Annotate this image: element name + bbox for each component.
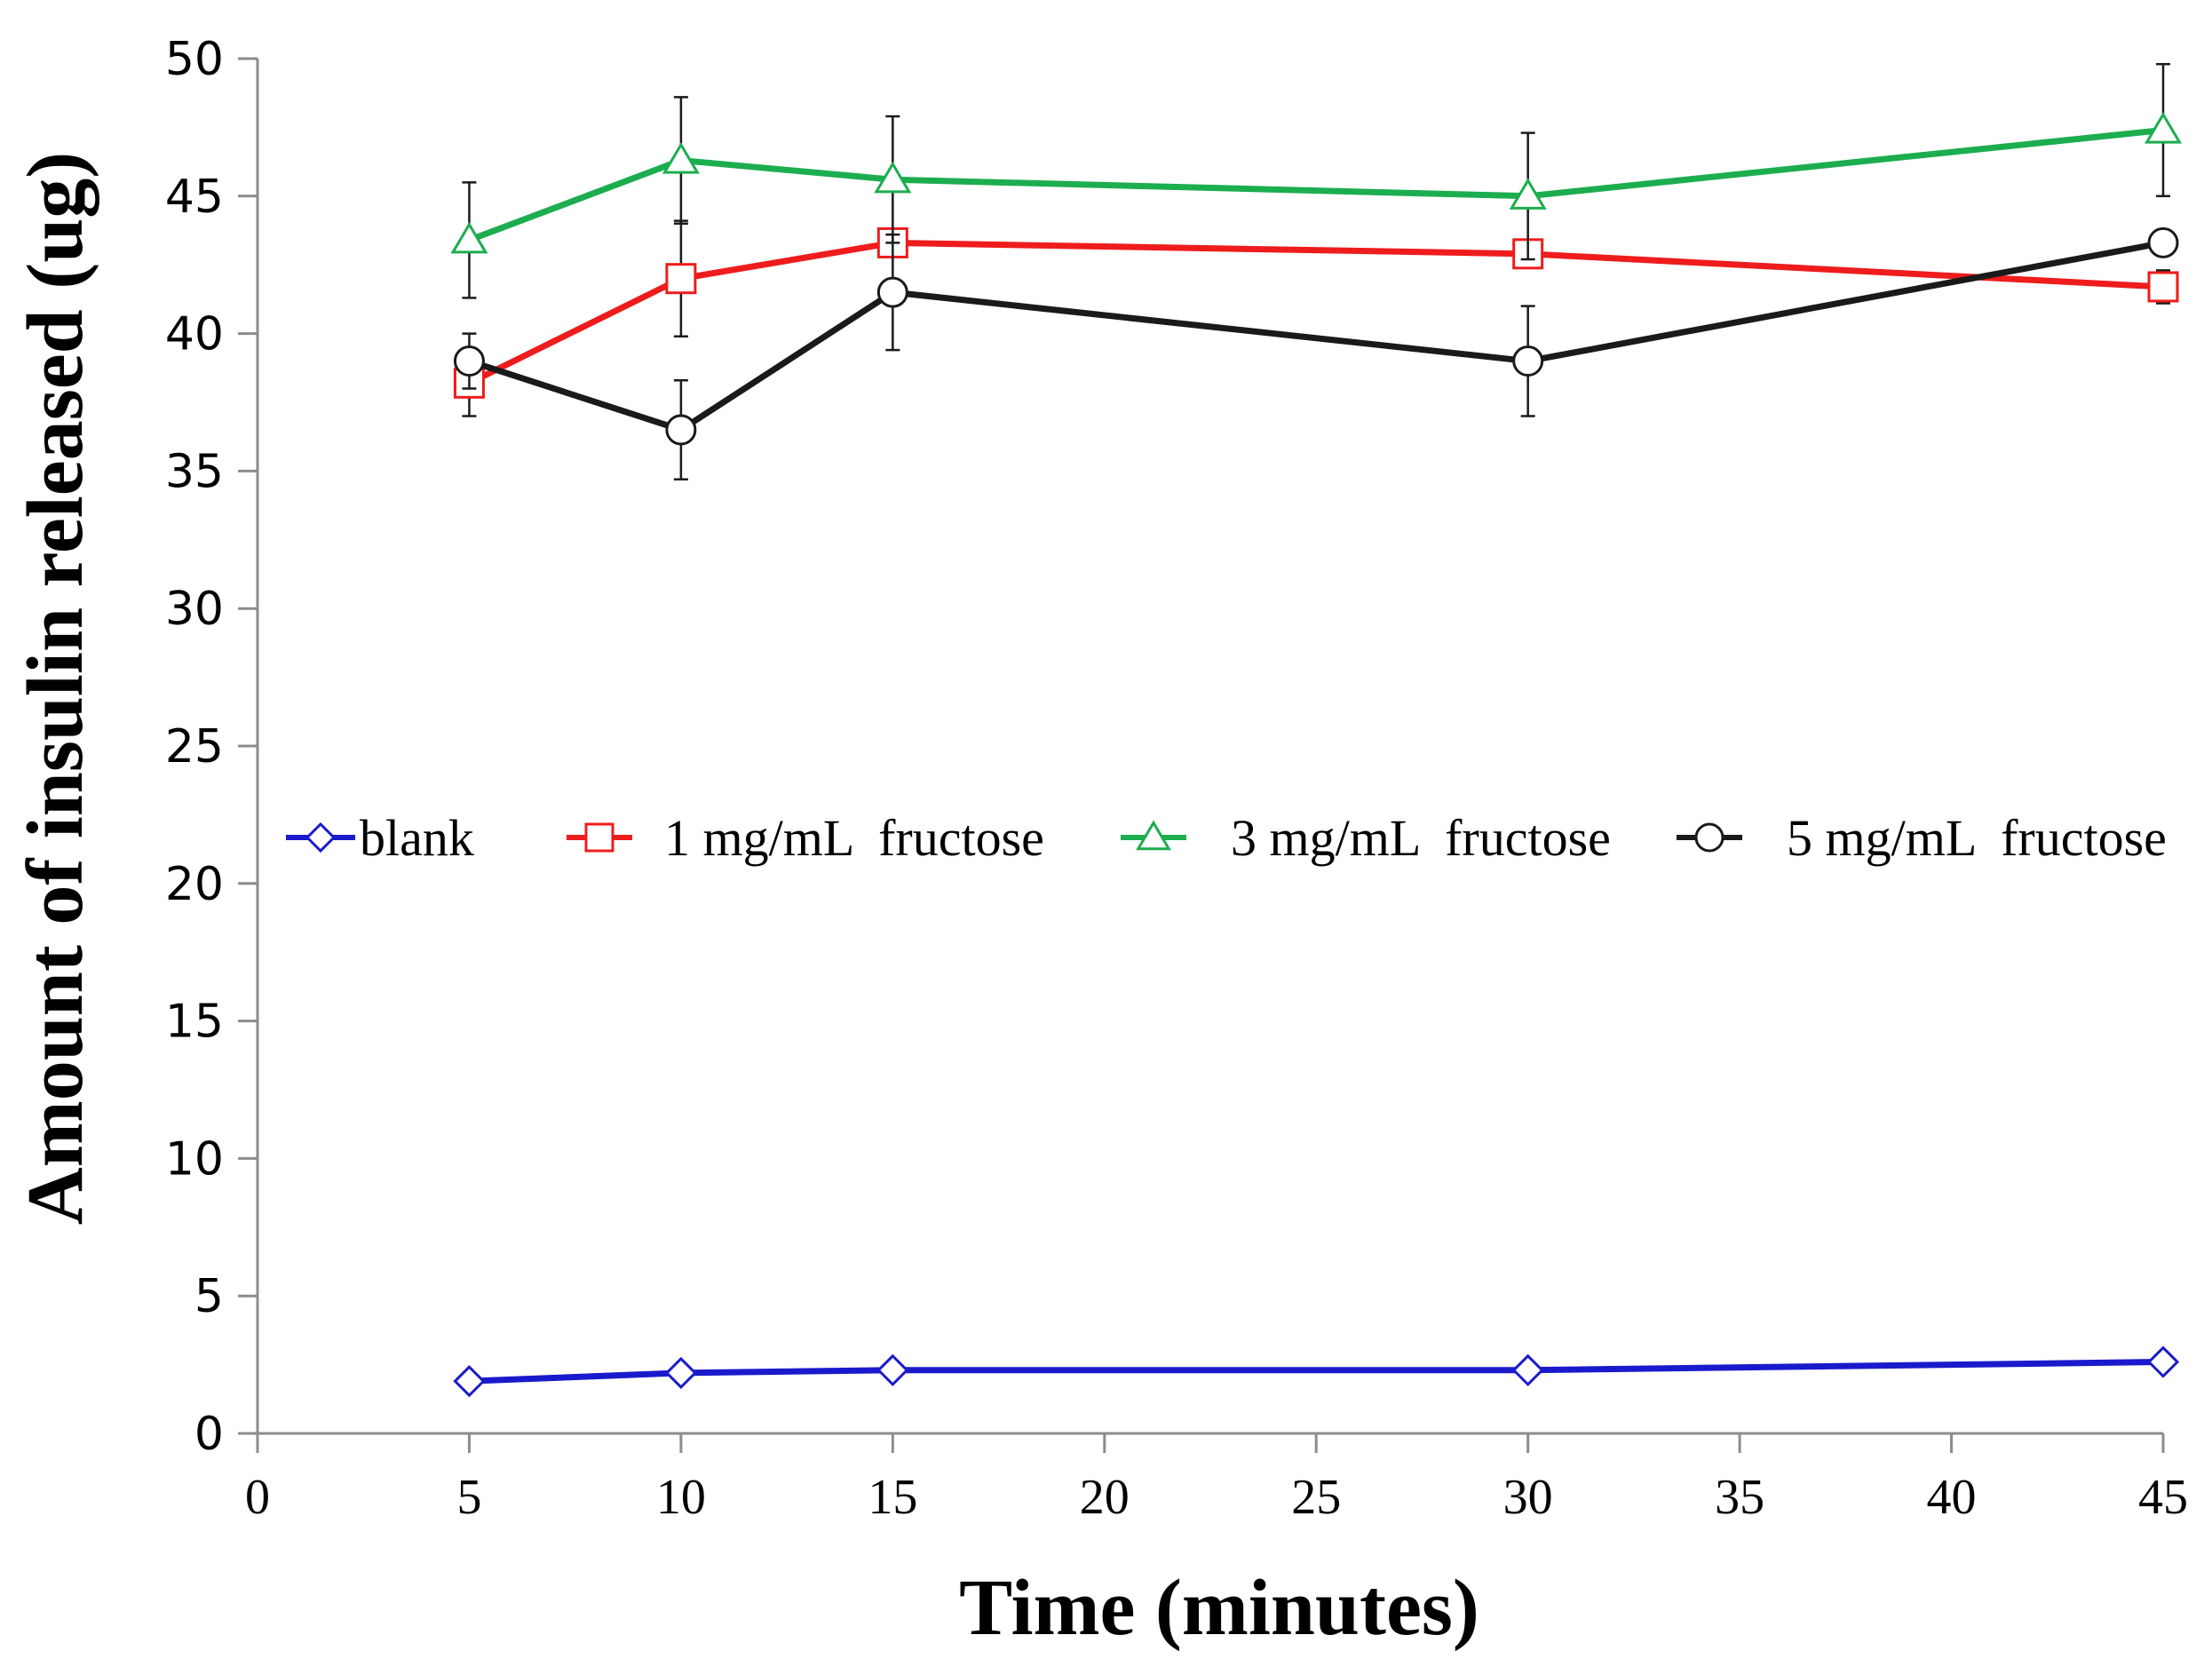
legend: blank 1 mg/mL fructose 3 mg/mL fructose 5 m… [286, 809, 2167, 867]
legend-item-3: 5 mg/mL fructose [1677, 809, 2167, 867]
data-point [665, 414, 697, 446]
data-point [453, 1365, 486, 1398]
legend-label: blank [360, 809, 474, 867]
x-tick-label: 20 [1080, 1470, 1130, 1525]
legend-label: 1 mg/mL fructose [664, 809, 1044, 867]
data-point [1509, 178, 1547, 210]
legend-item-2: 3 mg/mL fructose [1121, 809, 1611, 867]
series-3 [453, 226, 2179, 480]
y-tick-label: 20 [165, 858, 224, 911]
y-tick-label: 15 [165, 996, 224, 1049]
y-tick-label: 50 [165, 33, 224, 86]
y-tick-label: 10 [165, 1132, 224, 1186]
y-tick-label: 5 [194, 1270, 224, 1323]
legend-marker [584, 822, 614, 853]
series-line [467, 239, 2164, 386]
x-tick-label: 15 [868, 1470, 917, 1525]
y-tick-label: 30 [165, 583, 224, 636]
data-point [876, 276, 908, 308]
data-point [1511, 1353, 1544, 1386]
x-tick-label: 10 [656, 1470, 706, 1525]
legend-marker [305, 822, 337, 853]
y-tick-label: 45 [165, 171, 224, 224]
series-line [469, 1359, 2164, 1385]
y-tick-label: 25 [165, 720, 224, 774]
x-tick-label: 45 [2138, 1470, 2188, 1525]
series-line [468, 127, 2164, 243]
data-point [2146, 1345, 2180, 1378]
x-tick-label: 25 [1291, 1470, 1341, 1525]
legend-label: 5 mg/mL fructose [1787, 809, 2167, 867]
data-point [2147, 271, 2179, 303]
x-tick-label: 5 [456, 1470, 481, 1525]
data-point [1512, 345, 1544, 377]
legend-marker [1136, 820, 1171, 851]
tick-labels: 0 5 10 15 20 25 30 35 40 45 50 0 5 10 15 20 25 30 35 40 45 [165, 33, 2188, 1525]
x-tick-label: 35 [1715, 1470, 1764, 1525]
y-tick-label: 40 [165, 308, 224, 361]
x-axis-title: Time (minutes) [959, 1564, 1479, 1652]
x-tick-label: 40 [1927, 1470, 1977, 1525]
legend-marker [1694, 822, 1724, 853]
legend-label: 3 mg/mL fructose [1231, 809, 1611, 867]
series-0 [453, 1345, 2180, 1398]
series-2 [450, 62, 2183, 299]
x-tick-label: 30 [1503, 1470, 1553, 1525]
data-point [2147, 226, 2179, 258]
x-tick-label: 0 [245, 1470, 270, 1525]
legend-item-1: 1 mg/mL fructose [567, 809, 1044, 867]
axes [238, 57, 2165, 1453]
data-point [453, 345, 485, 377]
y-axis-title: Amount of insulin released (ug) [12, 152, 99, 1225]
data-point [665, 263, 697, 295]
y-tick-label: 35 [165, 445, 224, 498]
data-point [450, 221, 488, 254]
legend-item-0: blank [286, 809, 474, 867]
y-tick-label: 0 [194, 1408, 224, 1461]
series-layer [450, 62, 2183, 1398]
series-1 [453, 219, 2179, 417]
data-point [876, 1353, 909, 1386]
data-point [2144, 111, 2183, 144]
data-point [662, 141, 700, 174]
data-point [874, 161, 912, 194]
data-point [664, 1356, 698, 1390]
